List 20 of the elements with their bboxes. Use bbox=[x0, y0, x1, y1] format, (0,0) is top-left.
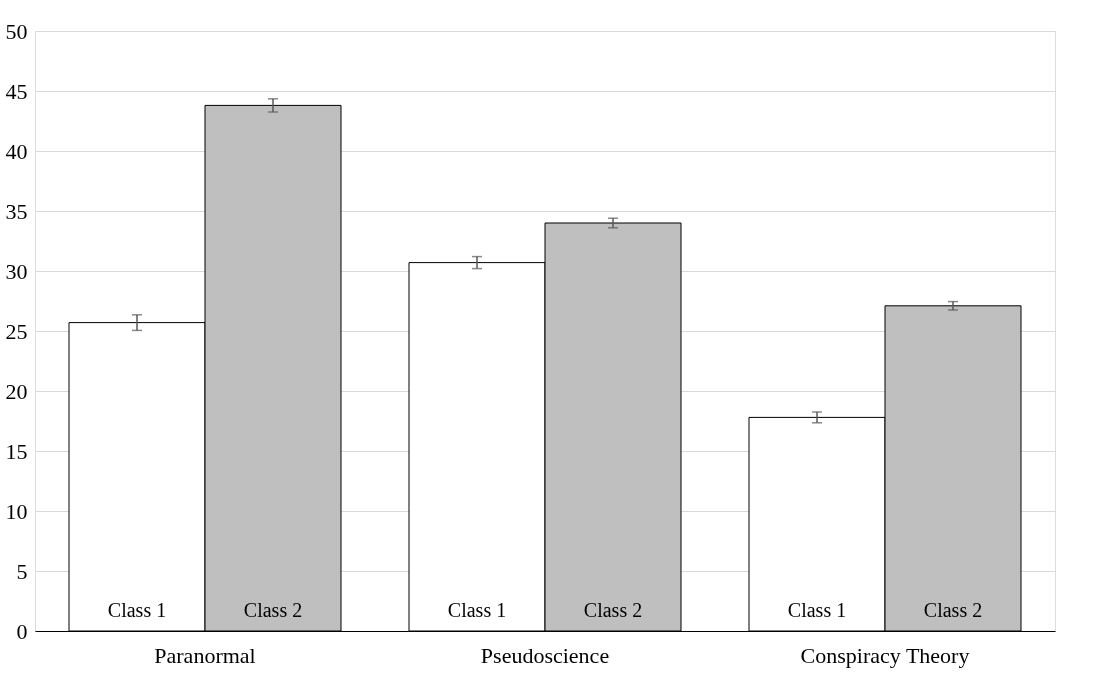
y-tick-label: 15 bbox=[5, 438, 28, 464]
y-tick-label: 25 bbox=[5, 318, 28, 344]
y-tick-label: 35 bbox=[5, 198, 28, 224]
y-tick-label: 50 bbox=[5, 18, 28, 44]
series-label: Class 2 bbox=[243, 599, 303, 621]
y-tick-label: 0 bbox=[16, 618, 28, 644]
text: Class 2 bbox=[583, 599, 643, 621]
series-label: Class 1 bbox=[107, 599, 167, 621]
y-tick-label: 5 bbox=[16, 558, 28, 584]
y-tick-label: 10 bbox=[5, 498, 28, 524]
y-tick-label: 30 bbox=[5, 258, 28, 284]
text: Class 2 bbox=[923, 599, 983, 621]
y-tick-label: 45 bbox=[5, 78, 28, 104]
x-tick-label: Paranormal bbox=[154, 642, 256, 668]
x-tick-label: Pseudoscience bbox=[480, 642, 610, 668]
text: Class 1 bbox=[447, 599, 507, 621]
x-tick-label: Conspiracy Theory bbox=[800, 642, 970, 668]
y-tick-label: 20 bbox=[5, 378, 28, 404]
text: Class 1 bbox=[787, 599, 847, 621]
y-tick-label: 40 bbox=[5, 138, 28, 164]
